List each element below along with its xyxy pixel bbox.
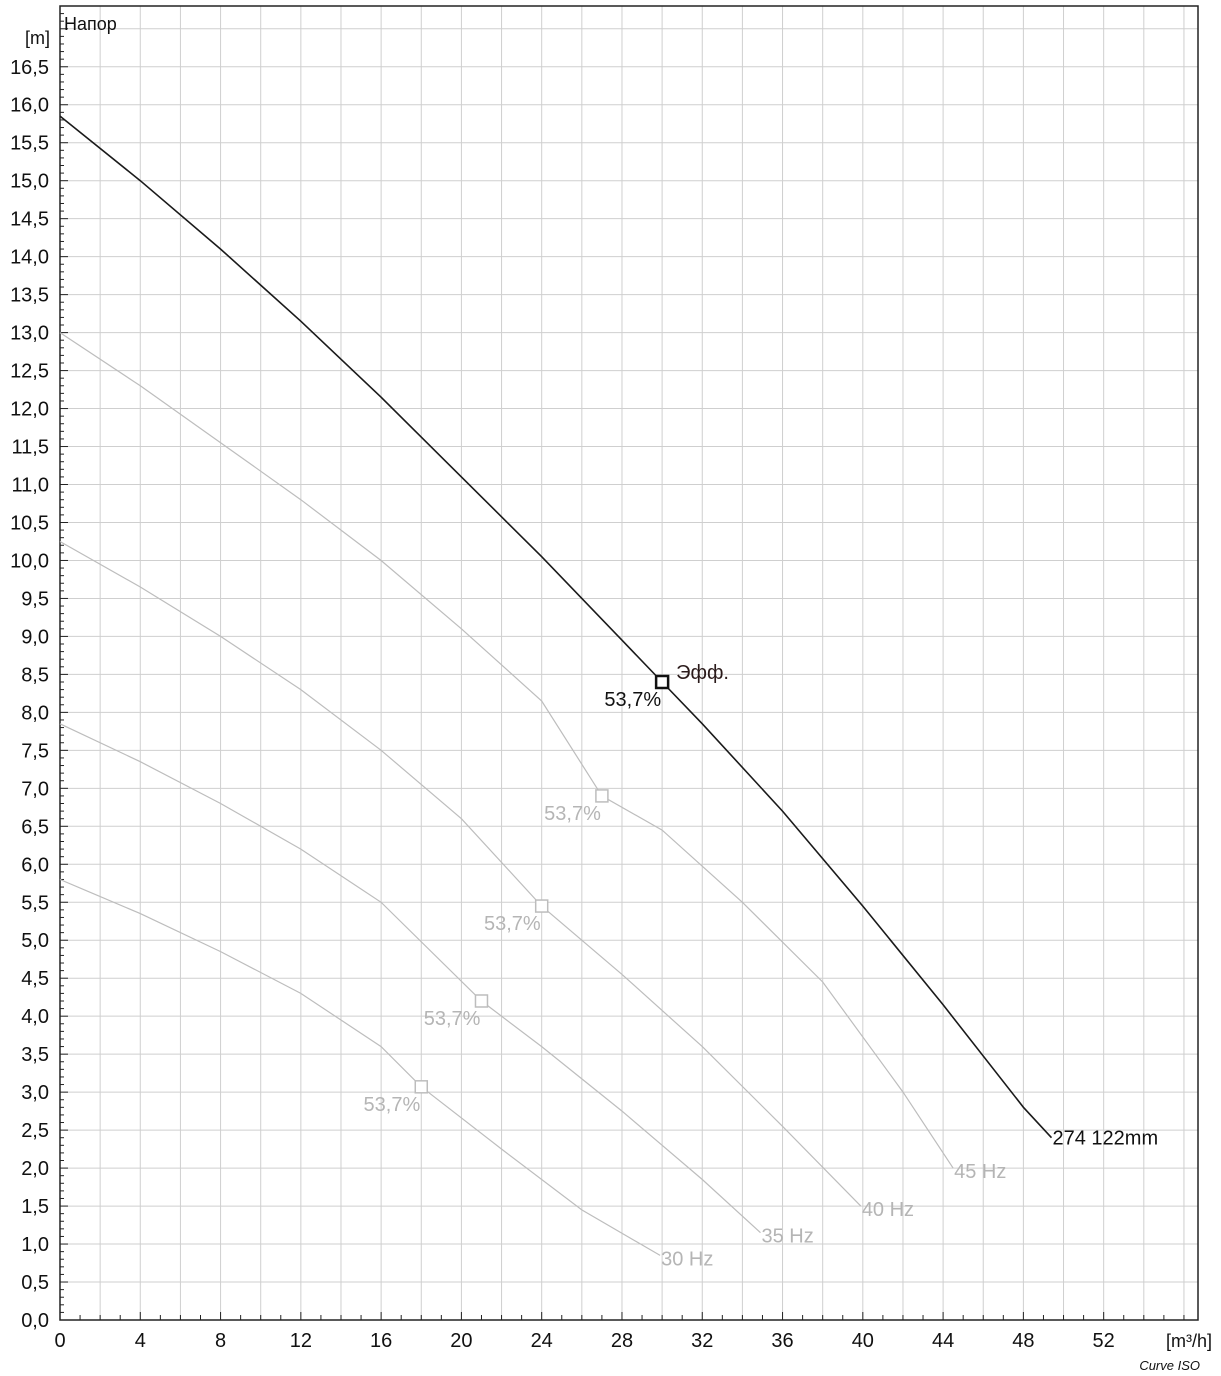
x-tick-label: 48 [1012,1330,1034,1352]
y-tick-label: 7,0 [21,778,49,800]
y-axis-unit-label: [m] [25,28,50,48]
y-tick-label: 14,5 [10,209,49,231]
bep-efficiency-label: 53,7% [364,1094,421,1116]
chart-title: Напор [64,14,117,34]
y-tick-label: 4,5 [21,968,49,990]
y-tick-label: 10,0 [10,550,49,572]
bep-marker [474,994,489,1008]
y-tick-label: 8,0 [21,702,49,724]
bep-efficiency-label: 53,7% [484,913,541,935]
series-35-Hz: 53,7% 35 Hz [59,723,814,1248]
y-tick-label: 13,5 [10,285,49,307]
x-tick-label: 44 [932,1330,954,1352]
y-tick-label: 5,5 [21,892,49,914]
y-tick-label: 7,5 [21,740,49,762]
y-tick-label: 0,5 [21,1272,49,1294]
y-tick-label: 3,5 [21,1044,49,1066]
series-end-label: 45 Hz [954,1161,1006,1183]
y-tick-label: 16,5 [10,57,49,79]
x-tick-label: 32 [691,1330,713,1352]
x-tick-label: 24 [531,1330,553,1352]
efficiency-annotation: Эфф. [676,662,729,684]
curve-standard-note: Curve ISO [1139,1358,1200,1373]
x-tick-label: 12 [290,1330,312,1352]
bep-marker [654,674,670,690]
y-tick-label: 9,5 [21,588,49,610]
series-line [59,332,954,1169]
x-tick-label: 4 [135,1330,146,1352]
series-end-label: 274 122mm [1052,1128,1158,1150]
x-tick-label: 16 [370,1330,392,1352]
axis-ticks [60,13,1185,1320]
y-tick-label: 9,0 [21,626,49,648]
y-tick-label: 6,5 [21,816,49,838]
y-tick-label: 5,0 [21,930,49,952]
series-end-label: 30 Hz [661,1248,713,1270]
y-tick-label: 12,0 [10,399,49,421]
y-tick-label: 0,0 [21,1310,49,1332]
grid [60,6,1198,1320]
labels-group: 0 4 8 12 16 20 24 28 32 36 40 44 48 520,00,51,01,52,0… [10,57,1115,1352]
x-tick-label: 36 [771,1330,793,1352]
series-274-122mm: 53,7% 274 122mm [59,115,1158,1150]
bep-marker [414,1080,429,1094]
series-group: 53,7% 274 122mm 53,7% 45 Hz 53,7% 40 Hz 53,7% 3… [59,115,1158,1270]
series-40-Hz: 53,7% 40 Hz [59,540,914,1221]
y-tick-label: 2,5 [21,1120,49,1142]
y-tick-label: 3,0 [21,1082,49,1104]
x-axis-unit-label: [m³/h] [1166,1331,1212,1351]
series-line [59,723,761,1234]
series-end-label: 40 Hz [862,1199,914,1221]
y-tick-label: 11,0 [12,475,49,497]
series-end-label: 35 Hz [761,1226,813,1248]
y-tick-label: 15,5 [10,133,49,155]
x-tick-label: 40 [852,1330,874,1352]
bep-efficiency-label: 53,7% [604,689,661,711]
y-tick-label: 6,0 [21,854,49,876]
y-tick-label: 10,5 [10,512,49,534]
plot-frame [59,5,1199,1321]
series-30-Hz: 53,7% 30 Hz [59,878,713,1270]
y-tick-label: 8,5 [21,664,49,686]
y-tick-label: 15,0 [10,171,49,193]
series-line [59,878,661,1256]
x-tick-label: 0 [54,1330,65,1352]
y-tick-label: 16,0 [10,95,49,117]
y-tick-label: 1,5 [21,1196,49,1218]
series-line [59,540,862,1207]
x-tick-label: 20 [450,1330,472,1352]
x-tick-label: 8 [215,1330,226,1352]
bep-marker [595,789,609,803]
series-45-Hz: 53,7% 45 Hz [59,332,1006,1183]
y-tick-label: 1,0 [21,1234,49,1256]
y-tick-label: 12,5 [10,361,49,383]
series-line [59,115,1053,1139]
y-tick-label: 11,5 [12,437,49,459]
bep-marker [534,899,549,913]
x-tick-label: 28 [611,1330,633,1352]
y-tick-label: 14,0 [10,247,49,269]
bep-efficiency-label: 53,7% [424,1008,481,1030]
y-tick-label: 13,0 [10,323,49,345]
y-tick-label: 4,0 [21,1006,49,1028]
x-tick-label: 52 [1093,1330,1115,1352]
bep-efficiency-label: 53,7% [544,803,601,825]
y-tick-label: 2,0 [21,1158,49,1180]
